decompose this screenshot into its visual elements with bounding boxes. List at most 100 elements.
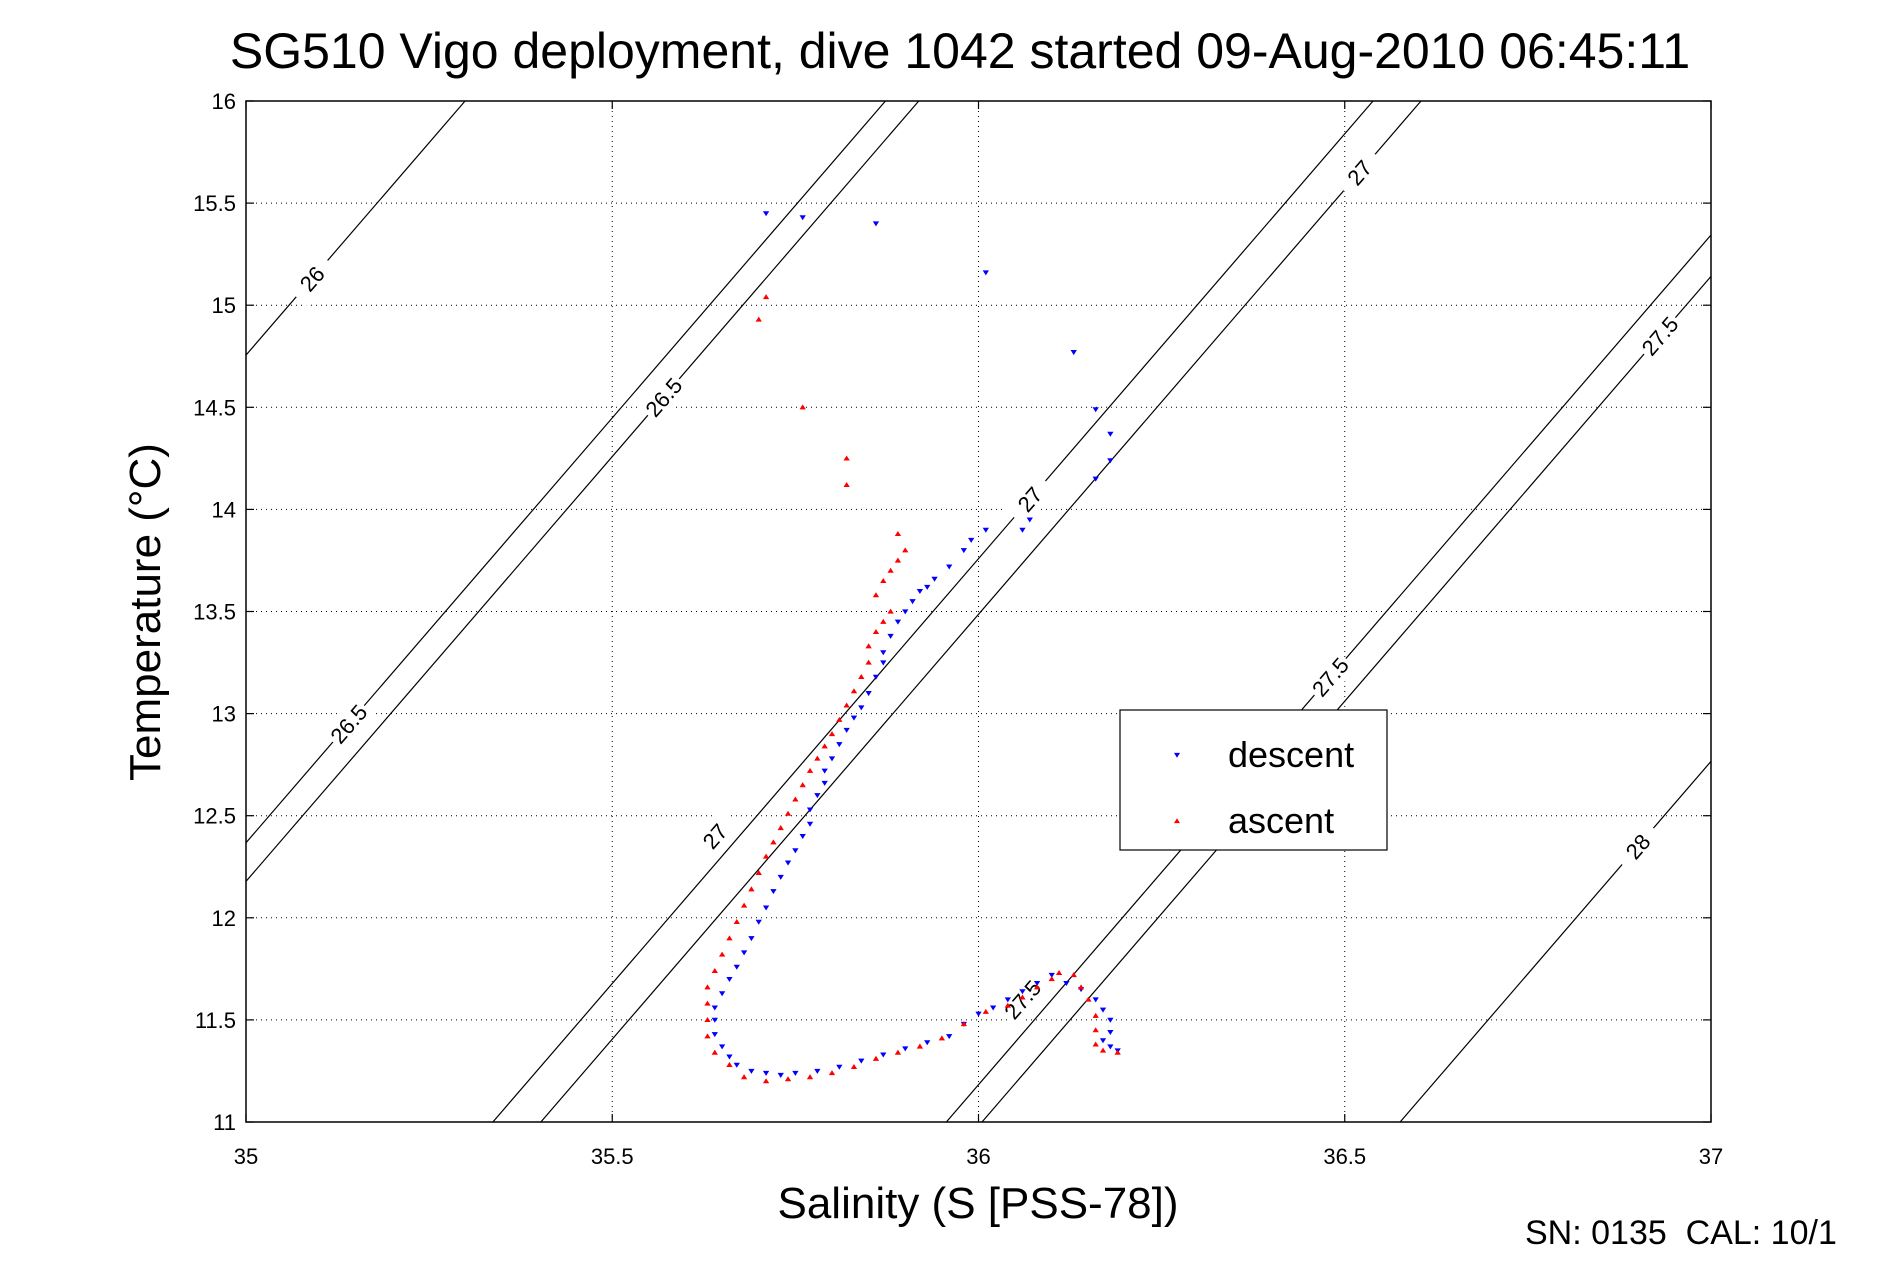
ascent-point	[828, 731, 836, 737]
descent-point	[887, 633, 894, 639]
descent-point	[814, 1068, 821, 1074]
descent-point	[960, 548, 967, 554]
descent-point	[880, 1052, 887, 1058]
legend-marker-descent	[1174, 752, 1180, 758]
ascent-point	[865, 643, 872, 649]
descent-point	[1099, 1007, 1107, 1013]
descent-point	[762, 211, 770, 217]
x-tick-label: 36	[966, 1144, 990, 1169]
descent-point	[1099, 1038, 1107, 1044]
ascent-point	[1092, 1041, 1099, 1047]
contour-label-bg	[1633, 308, 1687, 364]
ascent-point	[726, 935, 733, 941]
contour-label-bg	[322, 696, 375, 752]
descent-point	[792, 1070, 799, 1076]
descent-point	[872, 221, 880, 227]
legend-marker-ascent	[1174, 818, 1180, 824]
contour-label-bg	[1333, 145, 1386, 200]
ascent-point	[836, 716, 843, 722]
descent-point	[872, 674, 880, 680]
ascent-point	[982, 1008, 989, 1014]
ascent-point	[894, 530, 902, 537]
descent-point	[894, 619, 902, 625]
ascent-point	[1099, 1047, 1107, 1053]
ascent-point	[880, 618, 887, 624]
descent-point	[814, 793, 821, 799]
ascent-point	[1077, 984, 1085, 990]
y-tick-label: 14.5	[193, 395, 236, 420]
descent-point	[924, 1040, 931, 1046]
contour-label-bg	[1611, 819, 1665, 874]
ascent-point	[894, 1049, 902, 1055]
descent-point	[777, 874, 784, 880]
descent-point	[916, 588, 924, 594]
descent-point	[982, 270, 989, 276]
ascent-point	[733, 918, 740, 925]
descent-point	[733, 964, 740, 970]
descent-point	[858, 1058, 865, 1064]
descent-point	[828, 756, 836, 762]
x-axis-ticks: 35 35.5 36 36.5 37	[234, 101, 1723, 1169]
x-tick-label: 36.5	[1323, 1144, 1366, 1169]
serial-calibration-note: SN: 0135 CAL: 10/1	[1525, 1214, 1837, 1252]
ascent-point	[799, 782, 806, 788]
descent-point	[711, 1032, 718, 1038]
descent-series	[711, 211, 1121, 1078]
ascent-point	[704, 1033, 711, 1039]
descent-point	[1092, 997, 1099, 1003]
descent-point	[946, 564, 953, 570]
y-tick-label: 14	[212, 497, 236, 522]
ascent-point	[704, 1016, 711, 1023]
ascent-point	[1114, 1049, 1121, 1055]
ascent-point	[828, 1070, 836, 1076]
descent-point	[821, 768, 828, 774]
descent-point	[821, 780, 828, 786]
descent-point	[748, 1068, 755, 1074]
descent-point	[946, 1034, 953, 1040]
descent-point	[1107, 431, 1114, 437]
grid-lines	[246, 101, 1711, 1122]
ascent-point	[740, 1074, 748, 1080]
descent-point	[762, 905, 770, 911]
ascent-point	[762, 1078, 770, 1084]
ascent-point	[1070, 972, 1077, 978]
descent-point	[902, 1046, 909, 1052]
ascent-point	[865, 659, 872, 665]
ascent-point	[762, 294, 770, 300]
y-tick-label: 15.5	[193, 191, 236, 216]
ascent-point	[784, 810, 792, 816]
descent-point	[880, 660, 887, 666]
ascent-point	[843, 481, 850, 488]
descent-point	[718, 1044, 726, 1050]
descent-point	[982, 527, 989, 533]
ascent-point	[1048, 976, 1055, 982]
descent-point	[770, 889, 777, 895]
descent-point	[975, 1011, 982, 1017]
ascent-point	[762, 853, 770, 859]
descent-point	[711, 1017, 718, 1023]
descent-point	[762, 1070, 770, 1076]
legend: descent ascent	[1119, 709, 1388, 851]
ascent-point	[938, 1035, 946, 1041]
legend-ascent-marker	[1174, 818, 1180, 824]
descent-point	[711, 1005, 718, 1011]
y-axis-ticks: 11 11.5 12 12.5 13 13.5 14 14.5 15 15.5 16	[193, 89, 1711, 1135]
ascent-point	[784, 1076, 792, 1082]
ascent-point	[806, 1074, 814, 1080]
ascent-point	[704, 1000, 711, 1006]
descent-point	[755, 919, 762, 925]
descent-point	[1107, 458, 1114, 464]
ascent-point	[792, 796, 799, 802]
descent-point	[858, 705, 865, 711]
ascent-point	[843, 702, 850, 708]
descent-point	[880, 650, 887, 656]
descent-point	[1092, 476, 1099, 482]
density-contour-28	[1399, 760, 1712, 1123]
descent-point	[924, 584, 931, 590]
descent-point	[850, 715, 858, 721]
ascent-point	[799, 404, 806, 410]
y-tick-label: 13.5	[193, 600, 236, 625]
ascent-point	[880, 577, 887, 583]
descent-point	[1107, 1017, 1114, 1023]
